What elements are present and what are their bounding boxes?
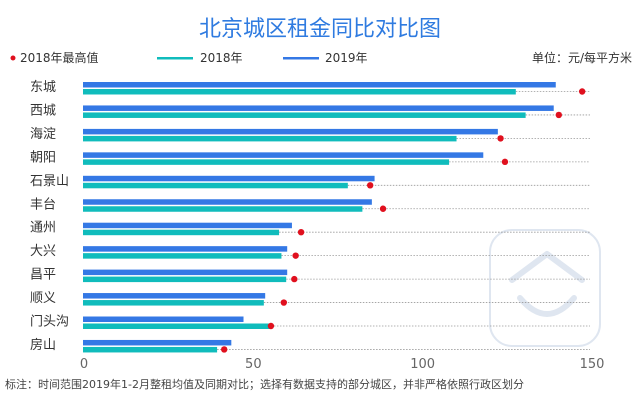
- category-label: 顺义: [30, 291, 56, 306]
- max-2018-dot: [267, 322, 275, 330]
- bar-2018: [83, 323, 271, 329]
- max-2018-dot: [297, 229, 305, 236]
- bar-2019: [83, 175, 375, 182]
- category-label: 房山: [30, 337, 56, 353]
- bar-2018: [83, 229, 280, 236]
- max-2018-dot: [501, 158, 509, 166]
- category-label: 通州: [30, 221, 56, 236]
- bar-2018: [83, 182, 348, 189]
- category-row: 石景山: [30, 174, 590, 189]
- category-row: 西城: [30, 103, 590, 118]
- x-tick-label: 150: [580, 357, 605, 372]
- max-2018-dot: [366, 182, 374, 189]
- bar-2019: [83, 293, 266, 299]
- max-2018-dot: [280, 299, 288, 306]
- category-label: 石景山: [30, 174, 69, 189]
- category-row: 通州: [30, 221, 590, 236]
- x-axis: 0 50 100 150: [80, 357, 605, 372]
- category-label: 东城: [30, 80, 56, 95]
- legend-marker-2019: [283, 57, 319, 60]
- legend-marker-max: [10, 55, 16, 61]
- category-label: 大兴: [30, 244, 56, 259]
- bar-2019: [83, 199, 372, 205]
- max-2018-dot: [379, 205, 387, 212]
- category-row: 昌平: [30, 268, 590, 283]
- legend: 2018年最高值 2018年 2019年 单位：元/每平方米: [10, 50, 632, 65]
- category-label: 西城: [30, 103, 56, 118]
- bar-2018: [83, 112, 526, 118]
- bar-2019: [83, 316, 244, 322]
- bar-2019: [83, 246, 288, 252]
- category-label: 昌平: [30, 268, 56, 283]
- bar-2018: [83, 206, 363, 212]
- bar-2019: [83, 222, 292, 229]
- max-2018-dot: [578, 88, 586, 95]
- x-tick-label: 100: [410, 357, 435, 372]
- bar-2019: [83, 269, 288, 276]
- category-row: 海淀: [30, 127, 590, 142]
- footnote: 标注：时间范围2019年1-2月整租均值及同期对比；选择有数据支持的部分城区，并…: [5, 377, 524, 391]
- bar-2018: [83, 253, 282, 259]
- max-2018-dot: [555, 111, 563, 119]
- category-row: 顺义: [30, 291, 590, 306]
- x-tick-label: 0: [80, 357, 88, 372]
- category-label: 朝阳: [30, 150, 56, 165]
- bar-2019: [83, 82, 556, 88]
- bar-2019: [83, 105, 554, 111]
- legend-label-2018: 2018年: [200, 51, 243, 65]
- bar-2019: [83, 339, 232, 346]
- category-label: 海淀: [30, 127, 56, 142]
- bar-2018: [83, 89, 516, 95]
- category-row: 大兴: [30, 244, 590, 259]
- category-row: 房山: [30, 337, 590, 353]
- bar-2019: [83, 152, 484, 158]
- category-row: 丰台: [30, 197, 590, 212]
- bar-2019: [83, 128, 498, 135]
- legend-marker-2018: [157, 57, 193, 60]
- legend-label-2019: 2019年: [325, 51, 368, 65]
- legend-label-max: 2018年最高值: [20, 50, 99, 65]
- category-row: 门头沟: [30, 315, 590, 330]
- unit-label: 单位：元/每平方米: [532, 50, 632, 65]
- bar-2018: [83, 276, 287, 283]
- category-row: 东城: [30, 80, 590, 95]
- bar-2018: [83, 300, 264, 306]
- bar-2018: [83, 135, 457, 142]
- x-tick-label: 50: [245, 357, 262, 372]
- category-label: 丰台: [30, 197, 56, 212]
- category-row: 朝阳: [30, 150, 590, 165]
- category-label: 门头沟: [30, 315, 69, 330]
- bar-2018: [83, 159, 450, 165]
- max-2018-dot: [291, 275, 298, 283]
- max-2018-dot: [497, 135, 504, 142]
- bar-2018: [83, 346, 218, 353]
- max-2018-dot: [221, 346, 228, 353]
- chart-title: 北京城区租金同比对比图: [199, 17, 441, 42]
- watermark-logo: [489, 229, 601, 347]
- max-2018-dot: [292, 252, 299, 259]
